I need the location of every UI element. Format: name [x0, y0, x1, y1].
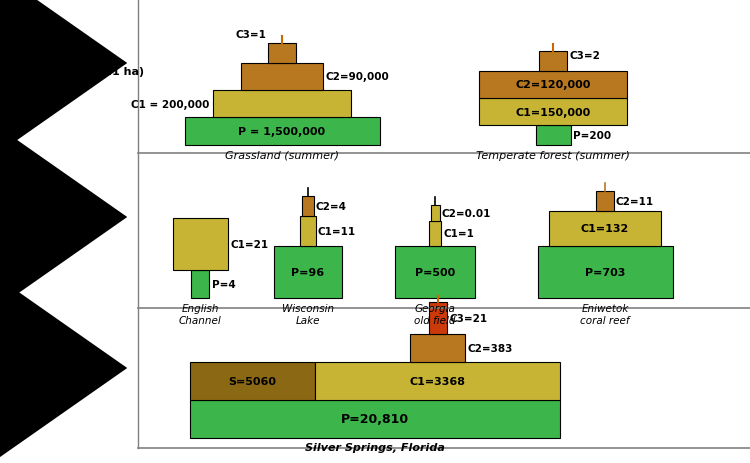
- Bar: [538, 246, 673, 298]
- Bar: [536, 126, 571, 146]
- Bar: [190, 362, 315, 400]
- Text: C3=21: C3=21: [449, 313, 488, 323]
- Text: C3=1: C3=1: [236, 30, 266, 40]
- Text: (g / m²): (g / m²): [15, 221, 62, 232]
- Text: P=703: P=703: [585, 268, 626, 277]
- Text: (kcal m² yr⁻¹): (kcal m² yr⁻¹): [15, 371, 98, 381]
- Bar: [596, 192, 614, 212]
- Text: Energy: Energy: [15, 351, 70, 365]
- Text: Georgia
old field: Georgia old field: [414, 303, 456, 325]
- Bar: [539, 52, 567, 72]
- Text: English
Channel: English Channel: [178, 303, 221, 325]
- Text: C2=4: C2=4: [316, 201, 347, 212]
- Bar: [479, 99, 627, 126]
- Text: C2=11: C2=11: [616, 197, 654, 206]
- Bar: [184, 118, 380, 146]
- Bar: [428, 302, 446, 334]
- Text: C2=0.01: C2=0.01: [442, 208, 491, 219]
- Text: P = 1,500,000: P = 1,500,000: [238, 127, 326, 137]
- Bar: [300, 217, 316, 246]
- Bar: [430, 206, 439, 221]
- Bar: [268, 44, 296, 64]
- Bar: [190, 400, 560, 438]
- Bar: [274, 246, 342, 298]
- Text: C1 = 200,000: C1 = 200,000: [130, 99, 209, 109]
- Text: Biomass: Biomass: [15, 201, 80, 216]
- Text: P=96: P=96: [292, 268, 325, 277]
- Text: C2=383: C2=383: [468, 343, 513, 353]
- Bar: [172, 219, 227, 270]
- Text: C1=3368: C1=3368: [410, 376, 466, 386]
- Bar: [395, 246, 475, 298]
- Text: P=20,810: P=20,810: [341, 413, 409, 425]
- Bar: [410, 334, 465, 362]
- Text: P=4: P=4: [212, 279, 236, 289]
- Text: (Individuals / 0.1 ha): (Individuals / 0.1 ha): [15, 67, 144, 77]
- Text: Silver Springs, Florida: Silver Springs, Florida: [305, 442, 445, 452]
- Bar: [213, 91, 351, 118]
- Text: Eniwetok
coral reef: Eniwetok coral reef: [580, 303, 630, 325]
- Bar: [429, 221, 441, 246]
- Bar: [479, 72, 627, 99]
- Text: C1=11: C1=11: [318, 226, 356, 237]
- Text: P=500: P=500: [415, 268, 455, 277]
- Bar: [549, 212, 661, 246]
- Text: P=200: P=200: [574, 131, 612, 141]
- Text: Grassland (summer): Grassland (summer): [225, 150, 339, 161]
- Text: C3=2: C3=2: [570, 51, 601, 61]
- Text: C2=120,000: C2=120,000: [515, 80, 591, 90]
- Text: C1=150,000: C1=150,000: [515, 107, 591, 117]
- Text: Wisconsin
Lake: Wisconsin Lake: [282, 303, 334, 325]
- Text: C1=1: C1=1: [443, 229, 474, 239]
- Text: Numbers: Numbers: [15, 47, 86, 61]
- Text: Temperate forest (summer): Temperate forest (summer): [476, 150, 630, 161]
- Text: S=5060: S=5060: [229, 376, 277, 386]
- Bar: [191, 270, 209, 298]
- Text: C1=132: C1=132: [580, 224, 629, 234]
- Bar: [241, 64, 323, 91]
- Text: C1=21: C1=21: [230, 239, 268, 250]
- Bar: [315, 362, 560, 400]
- Text: C2=90,000: C2=90,000: [326, 72, 390, 82]
- Bar: [302, 197, 314, 217]
